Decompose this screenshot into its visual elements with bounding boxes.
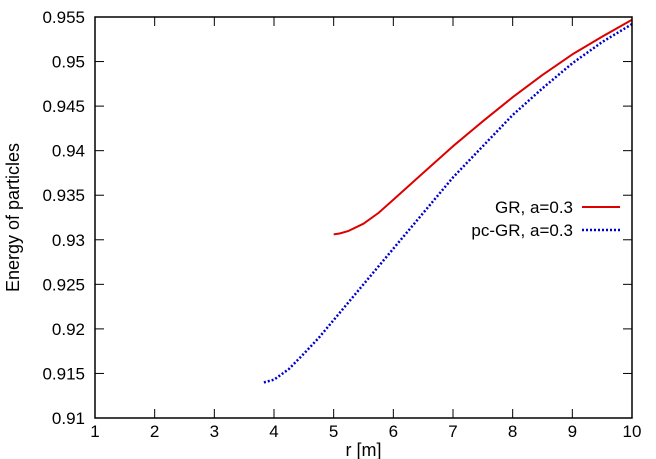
y-tick-label: 0.92 — [52, 320, 85, 339]
x-tick-label: 3 — [210, 422, 219, 441]
x-tick-label: 7 — [448, 422, 457, 441]
x-tick-label: 10 — [623, 422, 642, 441]
x-tick-label: 6 — [389, 422, 398, 441]
y-axis-label: Energy of particles — [3, 143, 23, 292]
y-tick-label: 0.925 — [42, 275, 85, 294]
y-tick-label: 0.955 — [42, 8, 85, 27]
y-tick-label: 0.935 — [42, 186, 85, 205]
x-tick-label: 2 — [150, 422, 159, 441]
series-line-2 — [263, 23, 633, 384]
plot-frame — [94, 16, 633, 419]
x-tick-label: 8 — [508, 422, 517, 441]
x-tick-label: 1 — [90, 422, 99, 441]
y-tick-label: 0.95 — [52, 53, 85, 72]
x-tick-label: 5 — [329, 422, 338, 441]
series-line-1 — [333, 18, 633, 236]
x-tick-label: 9 — [568, 422, 577, 441]
x-axis-label: r [m] — [346, 440, 382, 459]
y-tick-label: 0.945 — [42, 97, 85, 116]
x-tick-label: 4 — [269, 422, 278, 441]
legend: GR, a=0.3 pc-GR, a=0.3 — [471, 198, 620, 240]
y-tick-label: 0.915 — [42, 364, 85, 383]
legend-label: pc-GR, a=0.3 — [471, 221, 573, 240]
y-tick-label: 0.93 — [52, 231, 85, 250]
series-layer — [263, 18, 633, 384]
y-tick-label: 0.94 — [52, 142, 85, 161]
y-tick-label: 0.91 — [52, 409, 85, 428]
legend-label: GR, a=0.3 — [495, 198, 573, 217]
